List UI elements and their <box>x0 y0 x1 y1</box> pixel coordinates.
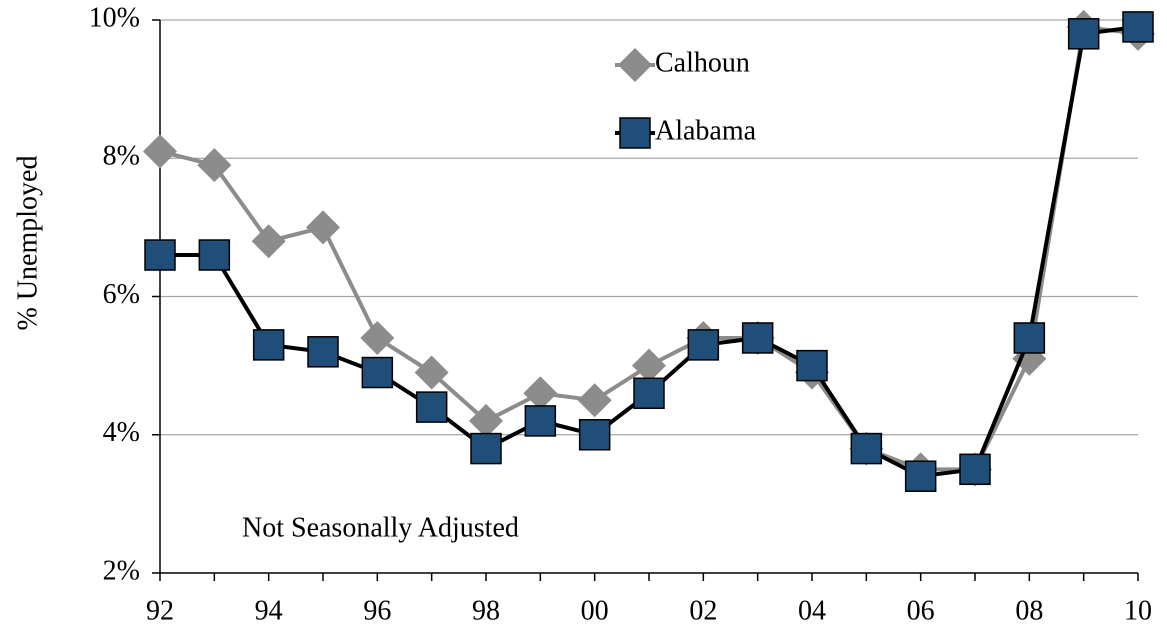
marker <box>360 320 395 355</box>
x-tick-label: 06 <box>907 595 935 626</box>
marker <box>470 432 502 465</box>
y-tick-label: 4% <box>103 417 140 448</box>
y-tick-label: 6% <box>103 279 140 310</box>
marker <box>144 239 176 271</box>
marker <box>251 224 286 259</box>
x-tick-label: 98 <box>472 595 500 626</box>
marker <box>306 210 340 245</box>
y-tick-label: 8% <box>103 141 140 172</box>
x-tick-label: 96 <box>363 595 391 626</box>
marker <box>904 460 937 492</box>
marker <box>632 348 666 383</box>
marker <box>741 322 774 354</box>
legend-marker <box>618 48 652 82</box>
marker <box>469 403 503 438</box>
marker <box>850 432 883 465</box>
marker <box>524 405 557 437</box>
marker <box>361 356 394 389</box>
marker <box>523 376 558 411</box>
legend-marker <box>619 117 651 149</box>
legend-label: Alabama <box>655 115 757 146</box>
y-axis-label: % Unemployed <box>12 156 43 331</box>
marker <box>1122 11 1154 43</box>
marker <box>1067 18 1100 50</box>
marker <box>687 329 720 361</box>
marker <box>633 377 665 410</box>
marker <box>198 239 231 271</box>
x-tick-label: 02 <box>689 595 717 626</box>
y-tick-label: 10% <box>89 2 140 33</box>
marker <box>959 453 991 486</box>
y-tick-label: 2% <box>103 555 140 586</box>
marker <box>415 391 448 423</box>
x-tick-label: 94 <box>255 595 283 626</box>
legend-label: Calhoun <box>655 47 750 78</box>
annotation: Not Seasonally Adjusted <box>242 512 519 543</box>
x-tick-label: 04 <box>798 595 826 626</box>
x-tick-label: 92 <box>146 595 174 626</box>
marker <box>143 134 177 169</box>
marker <box>197 148 232 183</box>
marker <box>1013 322 1046 354</box>
marker <box>414 355 449 390</box>
marker <box>796 349 828 382</box>
marker <box>252 329 285 361</box>
marker <box>578 419 611 451</box>
marker <box>307 336 339 368</box>
x-tick-label: 10 <box>1124 595 1152 626</box>
marker <box>577 383 612 418</box>
x-tick-label: 08 <box>1015 595 1043 626</box>
x-tick-label: 00 <box>581 595 609 626</box>
